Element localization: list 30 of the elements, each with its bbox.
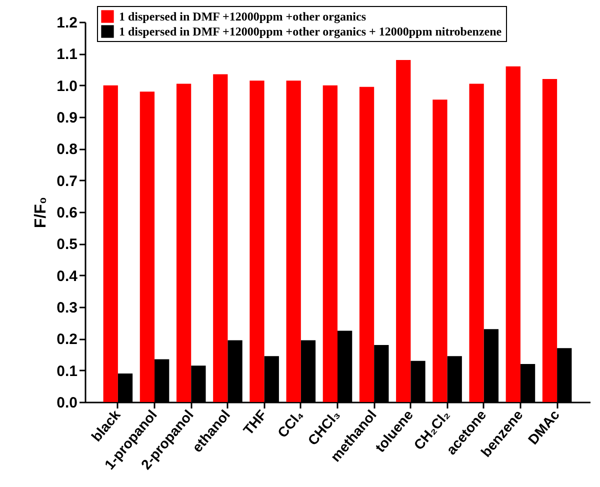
bar [506,66,520,402]
legend-label: 1 dispersed in DMF +12000ppm +other organics + 12000ppm nitrobenzene [119,24,502,38]
y-tick-label: 1.1 [56,46,78,64]
bar [250,80,264,402]
y-tick-label: 0.6 [56,204,78,222]
y-axis-title: F/F₀ [32,196,50,228]
bar [469,84,484,402]
y-tick-label: 0.8 [56,141,78,158]
bar [103,85,118,402]
bar [213,74,228,402]
y-tick-label: 0.4 [56,268,78,285]
y-tick-label: 0.1 [56,362,78,380]
y-tick-label: 1.0 [56,78,78,95]
bar [432,100,448,402]
legend-label: 1 dispersed in DMF +12000ppm +other organics [119,10,366,24]
y-tick-label: 0.5 [56,236,78,254]
y-tick-label: 0.3 [56,300,78,316]
bar [176,84,192,402]
bar [359,86,374,402]
x-tick-label: CCl₄ [274,406,306,441]
bar [396,60,411,402]
y-tick-label: 0.7 [56,172,78,190]
bar [542,79,558,402]
y-tick-label: 0.0 [56,394,78,412]
y-tick-label: 0.2 [56,331,78,348]
y-tick-label: 1.2 [56,14,78,32]
y-tick-label: 0.9 [56,110,78,126]
bar [322,85,338,402]
bar [140,92,155,402]
bar [286,80,301,402]
